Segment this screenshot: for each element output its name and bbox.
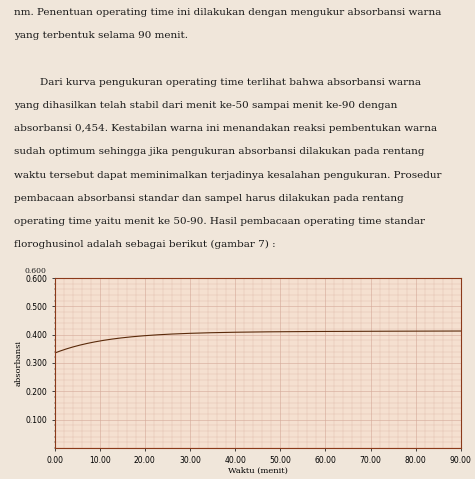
X-axis label: Waktu (menit): Waktu (menit) bbox=[228, 468, 288, 475]
Text: floroghusinol adalah sebagai berikut (gambar 7) :: floroghusinol adalah sebagai berikut (ga… bbox=[14, 240, 276, 250]
Text: yang terbentuk selama 90 menit.: yang terbentuk selama 90 menit. bbox=[14, 32, 188, 40]
Text: yang dihasilkan telah stabil dari menit ke-50 sampai menit ke-90 dengan: yang dihasilkan telah stabil dari menit … bbox=[14, 101, 398, 110]
Y-axis label: absorbansi: absorbansi bbox=[14, 340, 22, 386]
Text: sudah optimum sehingga jika pengukuran absorbansi dilakukan pada rentang: sudah optimum sehingga jika pengukuran a… bbox=[14, 148, 425, 157]
Text: pembacaan absorbansi standar dan sampel harus dilakukan pada rentang: pembacaan absorbansi standar dan sampel … bbox=[14, 194, 404, 203]
Text: Dari kurva pengukuran operating time terlihat bahwa absorbansi warna: Dari kurva pengukuran operating time ter… bbox=[14, 78, 421, 87]
Text: 0.600: 0.600 bbox=[24, 267, 46, 275]
Text: nm. Penentuan operating time ini dilakukan dengan mengukur absorbansi warna: nm. Penentuan operating time ini dilakuk… bbox=[14, 8, 442, 17]
Text: waktu tersebut dapat meminimalkan terjadinya kesalahan pengukuran. Prosedur: waktu tersebut dapat meminimalkan terjad… bbox=[14, 171, 442, 180]
Text: absorbansi 0,454. Kestabilan warna ini menandakan reaksi pembentukan warna: absorbansi 0,454. Kestabilan warna ini m… bbox=[14, 124, 437, 133]
Text: operating time yaitu menit ke 50-90. Hasil pembacaan operating time standar: operating time yaitu menit ke 50-90. Has… bbox=[14, 217, 425, 226]
